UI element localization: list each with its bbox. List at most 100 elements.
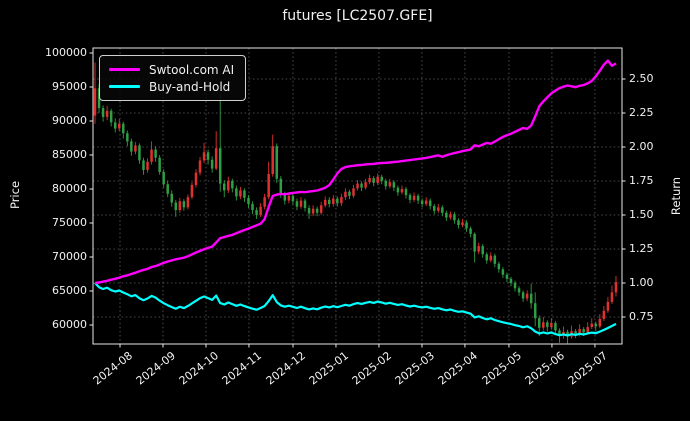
candle-body bbox=[227, 180, 230, 191]
candle-body bbox=[428, 200, 432, 206]
candle-body bbox=[473, 233, 476, 252]
chart-title: futures [LC2507.GFE] bbox=[282, 8, 433, 24]
candle-body bbox=[319, 205, 323, 213]
candle-body bbox=[279, 178, 283, 195]
candle-body bbox=[126, 133, 129, 142]
candle-body bbox=[344, 191, 347, 198]
candle-body bbox=[392, 182, 396, 188]
candle-body bbox=[509, 278, 513, 283]
candle-body bbox=[295, 201, 299, 207]
candle-body bbox=[578, 329, 581, 335]
candle-body bbox=[485, 254, 488, 261]
candle-body bbox=[449, 214, 452, 218]
candle-body bbox=[109, 110, 113, 123]
candle-body bbox=[218, 148, 222, 184]
legend-label-ai: Swtool.com AI bbox=[149, 62, 235, 77]
candle-body bbox=[311, 208, 315, 214]
return-tick-label: 2.25 bbox=[629, 106, 654, 119]
legend-item-buyhold: Buy-and-Hold bbox=[109, 78, 234, 95]
candle-body bbox=[186, 197, 190, 208]
candle-body bbox=[113, 122, 117, 129]
candle-body bbox=[178, 201, 182, 211]
candle-body bbox=[404, 189, 408, 196]
price-tick-label: 90000 bbox=[52, 114, 87, 127]
candle-body bbox=[134, 145, 137, 152]
legend-label-buyhold: Buy-and-Hold bbox=[149, 79, 231, 94]
candle-body bbox=[150, 149, 153, 162]
candle-body bbox=[602, 310, 606, 319]
candle-body bbox=[154, 149, 157, 158]
candle-body bbox=[307, 208, 311, 214]
candle-body bbox=[162, 172, 165, 185]
candle-body bbox=[574, 331, 577, 335]
price-tick-label: 85000 bbox=[52, 148, 87, 161]
candle-body bbox=[340, 197, 343, 204]
candle-body bbox=[376, 176, 379, 183]
return-tick-label: 1.00 bbox=[629, 276, 654, 289]
candle-body bbox=[146, 161, 149, 170]
price-tick-label: 80000 bbox=[52, 182, 87, 195]
return-tick-label: 2.50 bbox=[629, 72, 654, 85]
candle-body bbox=[122, 123, 125, 134]
candle-body bbox=[158, 157, 161, 172]
plot-border bbox=[92, 47, 623, 345]
return-tick-label: 1.25 bbox=[629, 242, 654, 255]
candle-body bbox=[566, 331, 569, 337]
candle-body bbox=[231, 180, 234, 189]
candle-body bbox=[271, 146, 274, 175]
buy-and-hold-line bbox=[94, 282, 617, 337]
candle-body bbox=[433, 206, 436, 211]
price-tick-label: 95000 bbox=[52, 80, 87, 93]
candle-body bbox=[332, 198, 335, 204]
candle-body bbox=[247, 197, 250, 204]
price-tick-label: 70000 bbox=[52, 250, 87, 263]
candle-body bbox=[400, 189, 404, 193]
candle-body bbox=[614, 282, 618, 293]
candle-body bbox=[315, 208, 319, 213]
candle-body bbox=[239, 190, 242, 197]
candle-body bbox=[594, 323, 598, 327]
candle-body bbox=[251, 203, 254, 211]
candle-body bbox=[582, 329, 585, 333]
candle-body bbox=[223, 183, 226, 191]
candle-body bbox=[138, 145, 141, 161]
candle-body bbox=[606, 301, 610, 311]
candle-body bbox=[525, 293, 529, 299]
candle-body bbox=[174, 202, 178, 211]
candle-body bbox=[356, 183, 359, 189]
candle-body bbox=[586, 327, 589, 333]
candle-body bbox=[275, 146, 278, 179]
candle-body bbox=[255, 210, 258, 215]
candle-body bbox=[291, 195, 295, 202]
candle-body bbox=[206, 152, 210, 160]
candle-body bbox=[372, 178, 375, 183]
return-tick-label: 0.75 bbox=[629, 310, 654, 323]
candle-body bbox=[323, 199, 327, 206]
candle-body bbox=[263, 197, 266, 207]
candle-body bbox=[517, 288, 521, 293]
candle-body bbox=[445, 212, 448, 218]
candle-body bbox=[303, 200, 307, 209]
candle-body bbox=[408, 195, 412, 200]
return-tick-label: 1.50 bbox=[629, 208, 654, 221]
return-tick-label: 1.75 bbox=[629, 174, 654, 187]
buyhold-line-swatch bbox=[109, 85, 140, 88]
candle-body bbox=[469, 228, 472, 234]
legend-item-ai: Swtool.com AI bbox=[109, 61, 234, 78]
candle-body bbox=[235, 188, 238, 197]
candle-body bbox=[538, 318, 541, 328]
candle-body bbox=[105, 110, 109, 117]
candle-body bbox=[352, 188, 355, 196]
candle-body bbox=[214, 148, 218, 169]
candle-body bbox=[558, 330, 561, 336]
candle-body bbox=[453, 214, 456, 221]
candle-body bbox=[590, 323, 593, 328]
ai-line-swatch bbox=[109, 68, 140, 71]
candle-body bbox=[529, 293, 533, 304]
candle-body bbox=[384, 180, 388, 187]
candle-body bbox=[202, 152, 206, 161]
candle-body bbox=[554, 322, 557, 331]
candle-body bbox=[416, 195, 420, 201]
candle-body bbox=[243, 190, 246, 198]
